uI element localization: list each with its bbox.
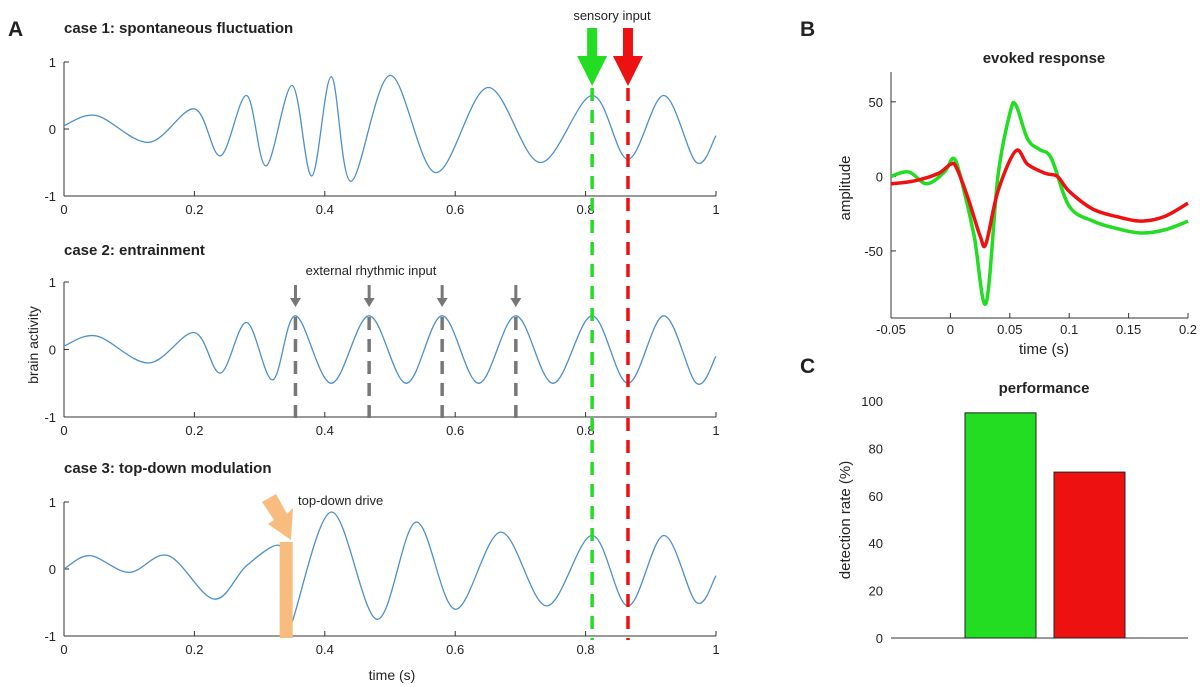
case2-x-tick-label: 0 xyxy=(60,423,67,438)
case1-y-tick-label: 1 xyxy=(49,55,56,70)
panel-c-y-tick-label: 60 xyxy=(869,489,883,504)
panel-c-title: performance xyxy=(999,380,1090,397)
panel-b-title: evoked response xyxy=(983,50,1106,67)
case2-y-tick-label: 1 xyxy=(49,275,56,290)
top-down-drive-arrow xyxy=(262,494,293,540)
rhythmic-input-arrow xyxy=(510,285,522,307)
case2-title: case 2: entrainment xyxy=(64,242,205,259)
rhythmic-input-arrow xyxy=(289,285,301,307)
panel-label-b: B xyxy=(800,18,815,41)
case3-title: case 3: top-down modulation xyxy=(64,460,272,477)
rhythmic-input-arrow xyxy=(363,285,375,307)
case1-x-tick-label: 0.4 xyxy=(316,202,334,217)
panel-b-x-tick-label: 0.05 xyxy=(997,322,1022,337)
case1-x-tick-label: 0.8 xyxy=(577,202,595,217)
panel-b-y-tick-label: 0 xyxy=(876,169,883,184)
case3-trace xyxy=(63,511,717,632)
panel-c-ylabel: detection rate (%) xyxy=(837,461,854,579)
case3-y-tick-label: -1 xyxy=(44,629,56,644)
external-rhythmic-input-label: external rhythmic input xyxy=(306,263,437,278)
case1-trace xyxy=(63,74,717,182)
case1-title: case 1: spontaneous fluctuation xyxy=(64,20,293,37)
panel-b-y-tick-label: 50 xyxy=(869,95,883,110)
panel-label-c: C xyxy=(800,355,815,378)
panel-a-axes: 0 0.2 0.4 0.6 0.8 1 -1 0 1 0 0.2 0.4 0.6 0.8 1 -1 0 1 0 0.2… xyxy=(44,55,719,657)
case1-x-tick-label: 0 xyxy=(60,202,67,217)
panel-b-ylabel: amplitude xyxy=(837,155,854,220)
top-down-drive-bar xyxy=(279,542,293,638)
panel-b-x-tick-label: 0.15 xyxy=(1116,322,1141,337)
detection-bar-green xyxy=(964,412,1037,639)
sensory-input-green-arrow xyxy=(577,28,608,86)
panel-b-x-tick-label: 0 xyxy=(947,322,954,337)
panel-b-chart: -0.05 0 0.05 0.1 0.15 0.2 50 0 -50 xyxy=(864,72,1197,337)
panel-c-y-tick-label: 100 xyxy=(861,394,883,409)
sensory-input-label: sensory input xyxy=(573,8,651,23)
case1-y-tick-label: 0 xyxy=(49,122,56,137)
case3-x-tick-label: 0 xyxy=(60,642,67,657)
panel-b-x-tick-label: -0.05 xyxy=(876,322,906,337)
evoked-response-green-line xyxy=(890,100,1189,306)
case2-x-tick-label: 1 xyxy=(712,423,719,438)
panel-b-x-tick-label: 0.2 xyxy=(1179,322,1197,337)
case1-y-tick-label: -1 xyxy=(44,189,56,204)
case2-trace xyxy=(63,315,717,385)
panel-a-ylabel: brain activity xyxy=(25,306,41,384)
case3-y-tick-label: 0 xyxy=(49,562,56,577)
case2-x-tick-label: 0.2 xyxy=(185,423,203,438)
top-down-drive-label: top-down drive xyxy=(298,493,383,508)
case3-x-tick-label: 0.4 xyxy=(316,642,334,657)
evoked-response-red-line xyxy=(890,148,1189,249)
panel-b-x-tick-label: 0.1 xyxy=(1060,322,1078,337)
panel-c-y-tick-label: 0 xyxy=(876,631,883,646)
panel-a-xlabel: time (s) xyxy=(369,667,416,683)
detection-bar-red xyxy=(1053,471,1126,639)
case3-x-tick-label: 0.6 xyxy=(446,642,464,657)
case1-x-tick-label: 0.6 xyxy=(446,202,464,217)
case1-x-tick-label: 1 xyxy=(712,202,719,217)
panel-a-annotations xyxy=(262,28,643,640)
case2-x-tick-label: 0.6 xyxy=(446,423,464,438)
case3-x-tick-label: 1 xyxy=(712,642,719,657)
panel-c-chart: 100 80 60 40 20 0 xyxy=(861,394,1188,646)
rhythmic-input-arrow xyxy=(436,285,448,307)
sensory-input-red-arrow xyxy=(612,28,643,86)
case3-x-tick-label: 0.8 xyxy=(577,642,595,657)
case2-y-tick-label: -1 xyxy=(44,410,56,425)
panel-label-a: A xyxy=(8,18,23,41)
panel-b-xlabel: time (s) xyxy=(1019,341,1069,358)
panel-c-y-tick-label: 40 xyxy=(869,536,883,551)
panel-b-y-tick-label: -50 xyxy=(864,244,883,259)
case3-y-tick-label: 1 xyxy=(49,495,56,510)
case2-x-tick-label: 0.4 xyxy=(316,423,334,438)
panel-c-y-tick-label: 20 xyxy=(869,584,883,599)
case2-y-tick-label: 0 xyxy=(49,343,56,358)
case1-x-tick-label: 0.2 xyxy=(185,202,203,217)
case3-x-tick-label: 0.2 xyxy=(185,642,203,657)
panel-c-y-tick-label: 80 xyxy=(869,441,883,456)
case2-x-tick-label: 0.8 xyxy=(577,423,595,438)
